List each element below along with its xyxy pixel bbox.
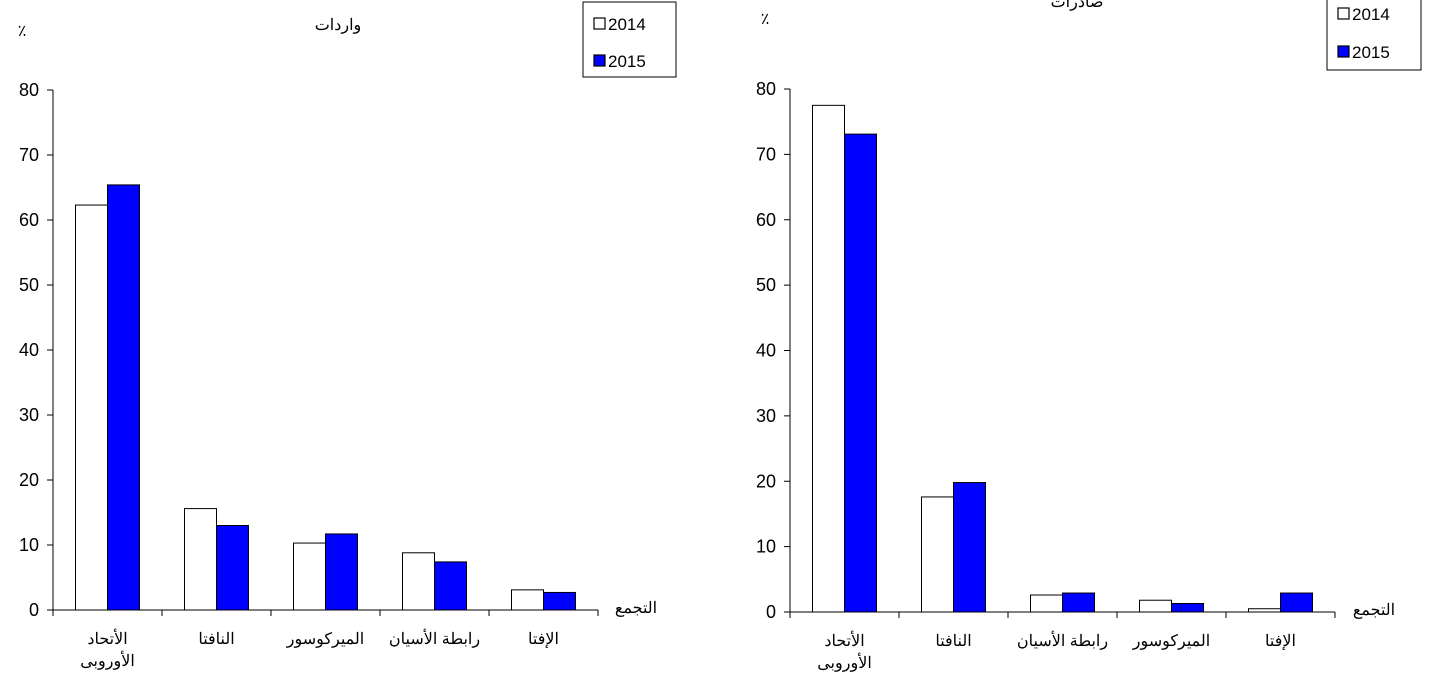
exports-legend-swatch-2015: [1337, 45, 1350, 58]
exports-y-tick-label: 20: [756, 471, 776, 491]
imports-category-label: الأتحاد: [87, 629, 127, 648]
imports-bar-2015: [325, 533, 358, 611]
exports-bar-2015: [1171, 603, 1204, 613]
exports-category-label: الأتحاد: [824, 631, 864, 650]
exports-y-tick-label: 30: [756, 406, 776, 426]
imports-category-label: الأوروبى: [80, 651, 135, 670]
exports-bar-2014: [1139, 599, 1172, 613]
imports-category-label: الميركوسور: [286, 631, 365, 648]
exports-bar-2014: [1030, 594, 1063, 613]
exports-bar-2014: [921, 496, 954, 613]
imports-bar-2015: [434, 561, 467, 611]
exports-y-tick-label: 0: [766, 602, 776, 622]
imports-y-tick-label: 70: [19, 145, 39, 165]
imports-x-axis-label: التجمع: [615, 600, 657, 617]
imports-bar-2015: [543, 591, 576, 611]
exports-category-label: النافتا: [935, 633, 971, 650]
exports-y-tick-label: 70: [756, 144, 776, 164]
imports-legend-swatch-2015: [593, 54, 606, 67]
exports-x-axis-label: التجمع: [1353, 602, 1395, 619]
imports-category-label: النافتا: [198, 631, 234, 648]
imports-y-tick-label: 40: [19, 340, 39, 360]
exports-category-label: الميركوسور: [1132, 633, 1211, 650]
imports-chart-title: واردات: [315, 17, 362, 34]
imports-y-tick-label: 30: [19, 405, 39, 425]
imports-legend-swatch-2014: [593, 17, 606, 30]
exports-category-label: الأوروبى: [817, 653, 872, 672]
exports-bar-2015: [1062, 592, 1095, 613]
exports-y-tick-label: 40: [756, 341, 776, 361]
imports-y-tick-label: 50: [19, 275, 39, 295]
imports-bar-2015: [107, 184, 140, 611]
imports-category-label: الإفتا: [528, 631, 559, 648]
imports-y-tick-label: 80: [19, 80, 39, 100]
exports-bar-2015: [844, 133, 877, 613]
exports-y-axis-label: ٪: [761, 11, 770, 28]
exports-legend-swatch-2014: [1337, 7, 1350, 20]
exports-y-tick-label: 10: [756, 537, 776, 557]
exports-y-tick-label: 50: [756, 275, 776, 295]
imports-y-tick-label: 20: [19, 470, 39, 490]
exports-bar-2014: [812, 104, 845, 613]
imports-y-axis-label: ٪: [18, 23, 27, 40]
imports-bar-2014: [511, 589, 544, 611]
imports-y-tick-label: 60: [19, 210, 39, 230]
imports-y-tick-label: 0: [29, 600, 39, 620]
imports-y-tick-label: 10: [19, 535, 39, 555]
exports-bar-2014: [1248, 608, 1281, 613]
imports-legend-label-2015: 2015: [608, 52, 646, 71]
imports-category-label: رابطة الأسيان: [389, 629, 480, 648]
exports-category-label: رابطة الأسيان: [1017, 631, 1108, 650]
imports-bar-2014: [293, 542, 326, 611]
exports-y-tick-label: 80: [756, 79, 776, 99]
imports-bar-2014: [184, 508, 217, 611]
imports-legend-label-2014: 2014: [608, 15, 646, 34]
exports-bar-2015: [953, 482, 986, 613]
imports-bar-2014: [75, 204, 108, 611]
imports-bar-2014: [402, 552, 435, 611]
exports-y-tick-label: 60: [756, 210, 776, 230]
exports-legend-label-2015: 2015: [1352, 43, 1390, 62]
exports-chart-title: صادرات: [1051, 0, 1104, 11]
exports-legend-label-2014: 2014: [1352, 5, 1390, 24]
exports-bar-2015: [1280, 592, 1313, 613]
exports-category-label: الإفتا: [1265, 633, 1296, 650]
imports-bar-2015: [216, 525, 249, 611]
